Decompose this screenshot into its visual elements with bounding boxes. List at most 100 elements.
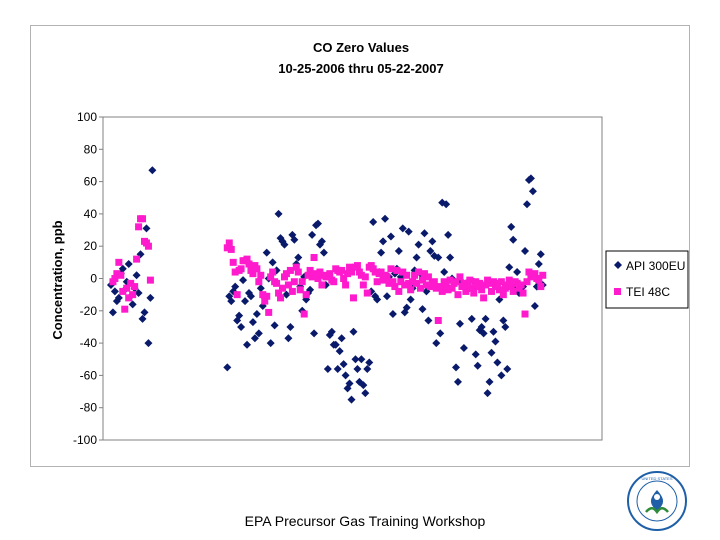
data-point-tei-48c — [342, 281, 350, 289]
data-point-tei-48c — [292, 263, 300, 271]
data-point-tei-48c — [432, 284, 440, 292]
data-point-api-300eu — [243, 340, 252, 349]
data-point-api-300eu — [536, 250, 545, 259]
data-point-tei-48c — [383, 273, 391, 281]
data-point-api-300eu — [148, 166, 157, 175]
data-point-api-300eu — [420, 229, 429, 238]
data-point-tei-48c — [399, 268, 407, 276]
data-point-tei-48c — [521, 310, 529, 318]
data-point-tei-48c — [452, 278, 460, 286]
data-point-api-300eu — [144, 339, 153, 348]
data-point-api-300eu — [353, 364, 362, 373]
data-point-api-300eu — [241, 297, 250, 306]
data-point-tei-48c — [308, 273, 316, 281]
data-point-tei-48c — [229, 258, 237, 266]
data-point-tei-48c — [296, 286, 304, 294]
data-point-tei-48c — [411, 271, 419, 279]
data-point-api-300eu — [424, 316, 433, 325]
data-point-tei-48c — [115, 258, 123, 266]
data-point-tei-48c — [478, 286, 486, 294]
data-point-tei-48c — [330, 278, 338, 286]
data-point-api-300eu — [481, 314, 490, 323]
data-point-api-300eu — [383, 292, 392, 301]
data-point-api-300eu — [142, 224, 151, 233]
chart-frame: CO Zero Values 10-25-2006 thru 05-22-200… — [30, 25, 690, 467]
data-point-tei-48c — [480, 294, 488, 302]
data-point-tei-48c — [253, 265, 261, 273]
data-point-api-300eu — [487, 348, 496, 357]
data-point-tei-48c — [310, 254, 318, 262]
data-point-tei-48c — [379, 276, 387, 284]
data-point-api-300eu — [477, 322, 486, 331]
data-point-tei-48c — [395, 287, 403, 295]
y-tick-label: 100 — [77, 110, 97, 124]
data-point-tei-48c — [288, 287, 296, 295]
y-tick-label: 20 — [84, 239, 98, 253]
legend-box — [605, 250, 689, 309]
data-point-tei-48c — [257, 271, 265, 279]
data-point-api-300eu — [310, 329, 319, 338]
data-point-api-300eu — [453, 377, 462, 386]
data-point-tei-48c — [403, 271, 411, 279]
legend-label-tei-48c: TEI 48C — [626, 285, 670, 299]
data-point-api-300eu — [501, 322, 510, 331]
data-point-api-300eu — [507, 222, 516, 231]
data-point-tei-48c — [466, 276, 474, 284]
data-point-tei-48c — [348, 268, 356, 276]
data-point-tei-48c — [539, 271, 547, 279]
data-point-api-300eu — [248, 318, 257, 327]
data-point-api-300eu — [138, 314, 147, 323]
y-tick-label: 0 — [90, 272, 97, 286]
data-point-api-300eu — [379, 237, 388, 246]
data-point-api-300eu — [237, 322, 246, 331]
data-point-tei-48c — [446, 276, 454, 284]
data-point-api-300eu — [479, 329, 488, 338]
data-point-api-300eu — [274, 209, 283, 218]
data-point-api-300eu — [430, 251, 439, 260]
data-point-tei-48c — [316, 268, 324, 276]
data-point-api-300eu — [434, 253, 443, 262]
data-point-tei-48c — [507, 283, 515, 291]
data-point-api-300eu — [317, 237, 326, 246]
data-point-tei-48c — [318, 281, 326, 289]
data-point-api-300eu — [268, 258, 277, 267]
data-point-api-300eu — [503, 364, 512, 373]
data-point-api-300eu — [239, 276, 248, 285]
legend: API 300EU TEI 48C — [605, 250, 689, 309]
data-point-api-300eu — [404, 227, 413, 236]
data-point-tei-48c — [117, 271, 125, 279]
data-point-tei-48c — [422, 281, 430, 289]
data-point-tei-48c — [456, 273, 464, 281]
data-point-api-300eu — [442, 200, 451, 209]
data-point-api-300eu — [266, 339, 275, 348]
data-point-api-300eu — [406, 295, 415, 304]
data-point-tei-48c — [131, 283, 139, 291]
data-point-api-300eu — [246, 292, 255, 301]
data-point-api-300eu — [377, 248, 386, 257]
data-point-tei-48c — [488, 287, 496, 295]
data-point-tei-48c — [413, 279, 421, 287]
series-layer — [106, 166, 547, 404]
data-point-api-300eu — [124, 259, 133, 268]
data-point-tei-48c — [113, 270, 121, 278]
data-point-api-300eu — [414, 240, 423, 249]
data-point-api-300eu — [331, 340, 340, 349]
data-point-api-300eu — [308, 230, 317, 239]
data-point-tei-48c — [462, 287, 470, 295]
data-point-api-300eu — [455, 319, 464, 328]
data-point-api-300eu — [513, 268, 522, 277]
data-point-api-300eu — [534, 259, 543, 268]
data-point-api-300eu — [432, 339, 441, 348]
data-point-api-300eu — [335, 347, 344, 356]
data-point-tei-48c — [121, 305, 129, 313]
data-point-api-300eu — [254, 329, 263, 338]
data-point-api-300eu — [459, 343, 468, 352]
data-point-tei-48c — [535, 276, 543, 284]
data-point-api-300eu — [223, 363, 232, 372]
data-point-tei-48c — [472, 278, 480, 286]
data-point-api-300eu — [497, 371, 506, 380]
data-point-tei-48c — [357, 271, 365, 279]
data-point-tei-48c — [525, 268, 533, 276]
y-tick-label: 40 — [84, 207, 98, 221]
plot-area — [102, 116, 603, 441]
